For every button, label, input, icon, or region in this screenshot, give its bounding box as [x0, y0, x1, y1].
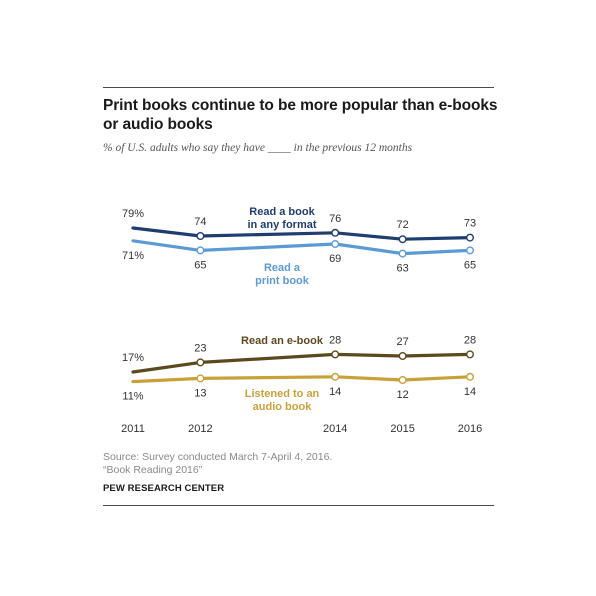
- x-tick-label-2011: 2011: [121, 423, 145, 435]
- data-point-print-2016: [466, 246, 475, 255]
- data-point-any-format-2016: [466, 233, 475, 242]
- value-label-any-format-2016: 73: [464, 218, 476, 230]
- top-rule: [103, 87, 494, 88]
- chart-title: Print books continue to be more popular …: [103, 97, 498, 133]
- value-label-print-2012: 65: [194, 259, 206, 271]
- value-label-print-2015: 63: [396, 263, 408, 275]
- data-point-print-2014: [331, 239, 340, 248]
- bottom-rule: [103, 505, 494, 506]
- value-label-ebook-2015: 27: [396, 336, 408, 348]
- value-label-any-format-2015: 72: [396, 219, 408, 231]
- value-label-print-2011: 71%: [122, 250, 144, 262]
- data-point-audio-2016: [466, 372, 475, 381]
- data-point-print-2012: [196, 246, 205, 255]
- data-point-audio-2014: [331, 372, 340, 381]
- x-tick-label-2015: 2015: [390, 423, 414, 435]
- x-tick-label-2012: 2012: [188, 423, 212, 435]
- x-tick-label-2016: 2016: [458, 423, 482, 435]
- value-label-ebook-2012: 23: [194, 342, 206, 354]
- source-note: Source: Survey conducted March 7-April 4…: [103, 451, 332, 477]
- data-point-ebook-2015: [398, 352, 407, 361]
- series-label-ebook-line-1: Read an e-book: [241, 335, 324, 347]
- data-point-ebook-2016: [466, 350, 475, 359]
- series-label-audio-line-1: Listened to an: [245, 388, 320, 400]
- value-label-any-format-2012: 74: [194, 216, 206, 228]
- value-label-ebook-2011: 17%: [122, 352, 144, 364]
- series-label-audio-line-2: audio book: [253, 401, 313, 413]
- series-label-any-format-line-1: Read a book: [249, 206, 315, 218]
- value-label-print-2014: 69: [329, 253, 341, 265]
- data-point-ebook-2012: [196, 358, 205, 367]
- source-line-2: “Book Reading 2016”: [103, 464, 203, 476]
- value-label-audio-2014: 14: [329, 386, 341, 398]
- x-tick-label-2014: 2014: [323, 423, 347, 435]
- value-label-audio-2012: 13: [194, 387, 206, 399]
- series-line-ebook: [131, 352, 472, 374]
- data-point-audio-2012: [196, 374, 205, 383]
- data-point-print-2015: [398, 249, 407, 258]
- value-label-audio-2016: 14: [464, 386, 476, 398]
- series-label-print-line-2: print book: [255, 275, 310, 287]
- series-line-print: [131, 239, 472, 256]
- data-point-ebook-2014: [331, 350, 340, 359]
- value-label-ebook-2016: 28: [464, 334, 476, 346]
- value-label-audio-2011: 11%: [122, 391, 143, 403]
- series-line-audio: [131, 375, 472, 384]
- source-line-1: Source: Survey conducted March 7-April 4…: [103, 451, 333, 463]
- data-point-any-format-2014: [331, 228, 340, 237]
- data-point-audio-2015: [398, 376, 407, 385]
- data-point-any-format-2012: [196, 231, 205, 240]
- series-label-print-line-1: Read a: [264, 262, 301, 274]
- value-label-any-format-2011: 79%: [122, 208, 144, 220]
- value-label-audio-2015: 12: [396, 389, 408, 401]
- brand-label: PEW RESEARCH CENTER: [103, 483, 225, 494]
- value-label-ebook-2014: 28: [329, 334, 341, 346]
- chart-subtitle: % of U.S. adults who say they have ____ …: [103, 142, 413, 154]
- data-point-any-format-2015: [398, 235, 407, 244]
- series-label-any-format-line-2: in any format: [247, 219, 316, 231]
- value-label-print-2016: 65: [464, 259, 476, 271]
- value-label-any-format-2014: 76: [329, 213, 341, 225]
